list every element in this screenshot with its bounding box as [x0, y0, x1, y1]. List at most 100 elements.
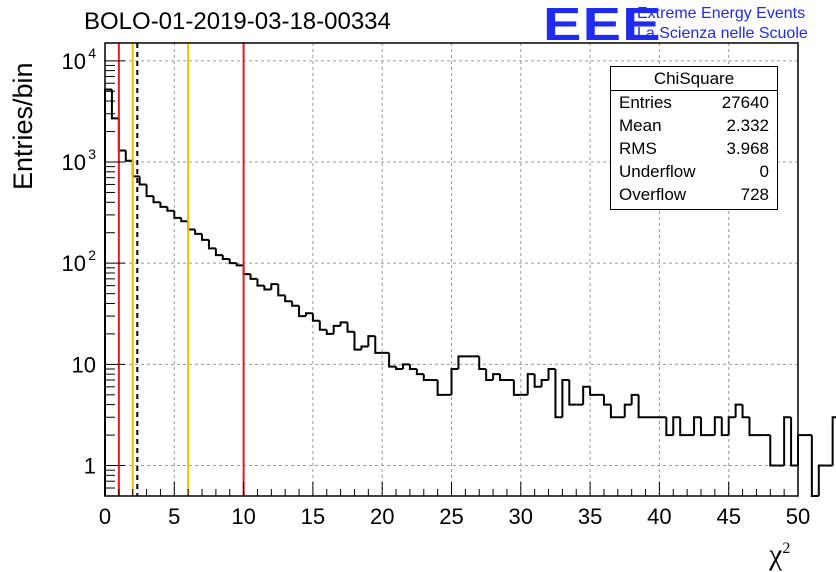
histogram-bin	[401, 363, 410, 369]
stats-key: Overflow	[619, 185, 687, 204]
histogram-bin	[152, 196, 161, 204]
stats-divider	[611, 90, 777, 91]
stats-row-underflow: Underflow 0	[619, 162, 769, 185]
histogram-bin	[408, 364, 417, 370]
stats-value: 728	[740, 185, 769, 204]
histogram-bin	[713, 416, 722, 436]
histogram-bin	[339, 321, 348, 326]
histogram-bin	[388, 352, 397, 368]
histogram-bin	[374, 336, 383, 354]
histogram-bin	[367, 335, 376, 347]
histogram-bin	[256, 278, 265, 287]
histogram-bin	[187, 221, 196, 231]
histogram-bin	[790, 417, 798, 467]
histogram-bin	[769, 435, 778, 467]
y-tick-exponent: 2	[88, 247, 96, 263]
histogram-bin	[249, 274, 258, 280]
histogram-bin	[180, 217, 189, 223]
histogram-bin	[561, 379, 570, 418]
histogram-bin	[693, 416, 701, 436]
histogram-bin	[235, 263, 244, 267]
x-tick-label: 50	[786, 504, 810, 529]
histogram-bin	[159, 202, 168, 208]
histogram-bin	[720, 417, 729, 437]
histogram-bin	[353, 331, 362, 351]
histogram-bin	[291, 301, 300, 307]
histogram-bin	[395, 366, 403, 370]
histogram-bin	[325, 329, 334, 335]
stats-title: ChiSquare	[653, 69, 735, 88]
x-tick-label: 30	[509, 504, 533, 529]
histogram-bin	[166, 206, 175, 212]
axis-ticks	[104, 60, 799, 497]
histogram-bin	[145, 184, 154, 198]
histogram-bin	[672, 416, 681, 436]
histogram-bin	[602, 394, 611, 406]
histogram-bin	[270, 283, 279, 290]
histogram-bin	[124, 150, 133, 162]
histogram-bin	[228, 258, 237, 265]
y-tick-label: 10	[62, 150, 86, 175]
logo-line-1: Extreme Energy Events	[637, 5, 806, 22]
histogram-bin	[734, 403, 743, 418]
histogram-bin	[547, 367, 556, 381]
histogram-bin	[207, 239, 216, 250]
x-tick-labels: 0 5 10 15 20 25 30 35 40 45 50	[99, 504, 810, 529]
histogram-bin	[499, 374, 507, 382]
histogram-bin	[318, 320, 327, 331]
histogram-bin	[332, 324, 341, 334]
histogram-bin	[450, 367, 459, 395]
logo-line-2: La Scienza nelle Scuole	[637, 25, 808, 42]
histogram-bin	[360, 345, 369, 350]
y-tick-exponent: 4	[88, 45, 96, 61]
histogram-bin	[637, 394, 646, 419]
histogram-bin	[436, 380, 445, 396]
histogram-bin	[589, 386, 598, 396]
histogram-bin	[117, 118, 126, 152]
stats-key: Underflow	[619, 162, 696, 181]
histogram-bin	[665, 417, 674, 437]
histogram-bin	[214, 248, 223, 257]
stats-key: Mean	[619, 116, 662, 135]
histogram-bin	[485, 368, 494, 382]
x-tick-label: 5	[168, 504, 180, 529]
histogram-bin	[783, 416, 792, 466]
chart-title: BOLO-01-2019-03-18-00334	[84, 8, 391, 35]
histogram-bin	[609, 404, 618, 419]
histogram-bin	[131, 160, 140, 178]
histogram-bin	[173, 210, 182, 219]
histogram-bin	[526, 373, 535, 395]
x-tick-label: 15	[301, 504, 325, 529]
stats-row-rms: RMS 3.968	[619, 139, 769, 162]
histogram-bin	[748, 417, 757, 437]
histogram-bin	[298, 305, 306, 318]
histogram-bin	[540, 379, 549, 387]
histogram-bin	[304, 312, 313, 317]
stats-box: ChiSquare Entries 27640 Mean 2.332 RMS 3…	[610, 66, 778, 210]
histogram-bin	[492, 373, 501, 381]
histogram-bin	[457, 355, 466, 369]
histogram-bin	[346, 322, 355, 333]
stats-value: 0	[759, 162, 769, 181]
stats-key: Entries	[619, 93, 672, 112]
y-tick-label: 10	[72, 352, 96, 377]
histogram-bin	[810, 435, 819, 497]
histogram-bin	[727, 416, 736, 436]
marker-lines	[117, 43, 245, 496]
y-axis-label: Entries/bin	[8, 62, 38, 190]
histogram-bin	[554, 368, 563, 419]
histogram-bin	[741, 404, 750, 419]
histogram-bin	[201, 233, 209, 241]
histogram-bin	[582, 385, 591, 405]
histogram-bin	[797, 434, 805, 466]
x-axis-label-base: χ	[769, 538, 783, 571]
stats-row-mean: Mean 2.332	[619, 116, 769, 139]
x-tick-label: 25	[439, 504, 463, 529]
x-axis-label-sup: 2	[782, 540, 791, 557]
histogram-bin	[533, 374, 542, 388]
histogram-bin	[415, 368, 424, 376]
stats-value: 3.968	[726, 139, 769, 158]
x-tick-label: 45	[716, 504, 740, 529]
